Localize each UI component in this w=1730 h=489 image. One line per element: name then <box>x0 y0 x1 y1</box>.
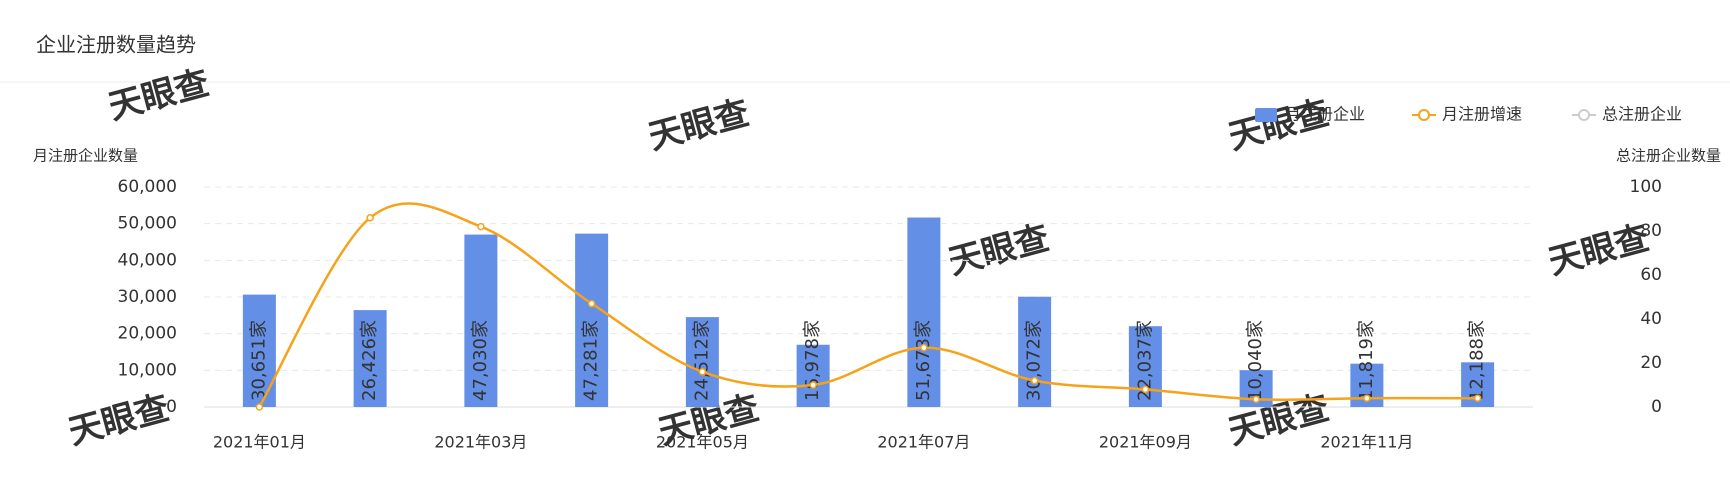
x-tick-label: 2021年11月 <box>1320 433 1413 452</box>
line-point <box>1030 376 1039 385</box>
value-label: 16,978家 <box>802 320 823 401</box>
value-label: 22,037家 <box>1134 320 1155 401</box>
line-point <box>698 368 707 376</box>
x-tick-label: 2021年03月 <box>434 433 527 452</box>
bar <box>907 217 941 407</box>
bar <box>1128 326 1162 407</box>
value-label: 26,426家 <box>359 320 380 401</box>
y2-tick-label: 20 <box>1640 353 1662 373</box>
y2-tick-label: 40 <box>1640 309 1662 329</box>
line-point <box>1252 395 1260 404</box>
y-tick-label: 20,000 <box>118 324 177 344</box>
y2-tick-label: 60 <box>1640 265 1662 285</box>
bar <box>685 317 719 407</box>
y-tick-label: 0 <box>166 397 177 417</box>
y-tick-label: 60,000 <box>118 177 177 197</box>
watermark: 天眼查 <box>644 93 753 158</box>
value-label: 24,512家 <box>691 320 712 401</box>
legend-label: 月注册企业 <box>1285 105 1365 124</box>
value-label: 10,040家 <box>1245 320 1266 401</box>
line <box>258 202 1478 408</box>
value-label: 30,651家 <box>248 320 269 401</box>
value-label: 12,188家 <box>1467 320 1488 401</box>
line-point <box>809 381 817 389</box>
y2-tick-label: 0 <box>1651 397 1662 417</box>
watermark: 天眼查 <box>1224 93 1333 158</box>
legend-swatch <box>1255 108 1277 122</box>
bar <box>464 234 498 407</box>
y-tick-label: 50,000 <box>118 214 177 234</box>
watermark: 天眼查 <box>944 218 1053 283</box>
line-point <box>920 343 928 352</box>
x-tick-label: 2021年01月 <box>213 433 306 452</box>
bar <box>575 233 609 407</box>
line-point <box>1363 394 1371 402</box>
bar <box>353 310 387 407</box>
y-axis-title: 月注册企业数量 <box>33 147 138 165</box>
y2-tick-label: 80 <box>1640 221 1662 241</box>
value-label: 30,072家 <box>1024 320 1045 401</box>
x-tick-label: 2021年09月 <box>1099 433 1192 452</box>
value-label: 11,819家 <box>1356 320 1377 401</box>
chart-title: 企业注册数量趋势 <box>36 33 196 57</box>
line-point <box>366 214 374 222</box>
y2-tick-label: 100 <box>1630 177 1662 197</box>
watermark: 天眼查 <box>1544 218 1653 283</box>
value-label: 47,281家 <box>581 320 602 401</box>
y-tick-label: 40,000 <box>118 250 177 270</box>
legend-label: 总注册企业 <box>1602 105 1682 124</box>
line-point <box>255 403 264 411</box>
y-tick-label: 30,000 <box>118 287 177 307</box>
value-label: 51,673家 <box>913 320 934 401</box>
legend-label: 月注册增速 <box>1442 105 1522 124</box>
x-tick-label: 2021年05月 <box>656 433 749 452</box>
line-point <box>1141 385 1150 394</box>
y2-axis-title: 总注册企业数量 <box>1616 147 1721 165</box>
line-point <box>477 222 485 231</box>
x-tick-label: 2021年07月 <box>877 433 970 452</box>
bar <box>1018 296 1052 407</box>
legend-swatch <box>1418 109 1430 121</box>
bar <box>796 344 830 407</box>
value-label: 47,030家 <box>470 320 491 401</box>
line-point <box>587 299 596 308</box>
y-tick-label: 10,000 <box>118 360 177 380</box>
watermark: 天眼查 <box>64 388 173 453</box>
watermark: 天眼查 <box>104 63 213 128</box>
line-point <box>1473 394 1482 402</box>
legend-swatch <box>1578 109 1590 121</box>
